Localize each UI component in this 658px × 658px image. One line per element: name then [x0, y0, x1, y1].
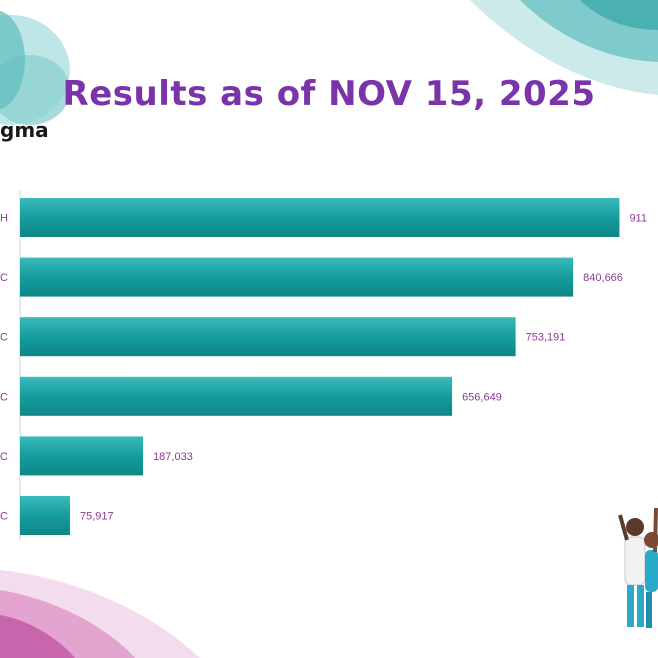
- teal-decoration-top-left: [0, 10, 70, 125]
- teal-decoration-top-right: [470, 0, 658, 95]
- category-label-1: C: [0, 272, 8, 284]
- bar-1: [20, 257, 574, 297]
- category-label-2: C: [0, 332, 8, 344]
- pink-decoration-bottom-left: [0, 570, 200, 658]
- bar-4: [20, 436, 144, 476]
- bar-value-label-1: 840,666: [583, 272, 623, 284]
- bar-value-label-0: 911: [629, 213, 647, 225]
- bar-0: [20, 198, 620, 237]
- healthcare-workers-celebrating-icon: [618, 507, 658, 628]
- logo-text: gma: [0, 118, 49, 142]
- bar-3: [20, 376, 453, 416]
- bar-group: 911 H 840,666 C 753,191 C 656,649 C 187,033 C 75,9…: [0, 198, 647, 535]
- bar-value-label-4: 187,033: [153, 451, 193, 463]
- bar-value-label-3: 656,649: [462, 391, 502, 403]
- bar-value-label-2: 753,191: [526, 332, 566, 344]
- page-title: Results as of NOV 15, 2025: [62, 74, 596, 114]
- bar-value-label-5: 75,917: [80, 511, 114, 523]
- category-label-0: H: [0, 213, 8, 225]
- category-label-4: C: [0, 451, 8, 463]
- bar-2: [20, 317, 516, 357]
- bar-5: [20, 496, 70, 535]
- category-label-3: C: [0, 391, 8, 403]
- category-label-5: C: [0, 511, 8, 523]
